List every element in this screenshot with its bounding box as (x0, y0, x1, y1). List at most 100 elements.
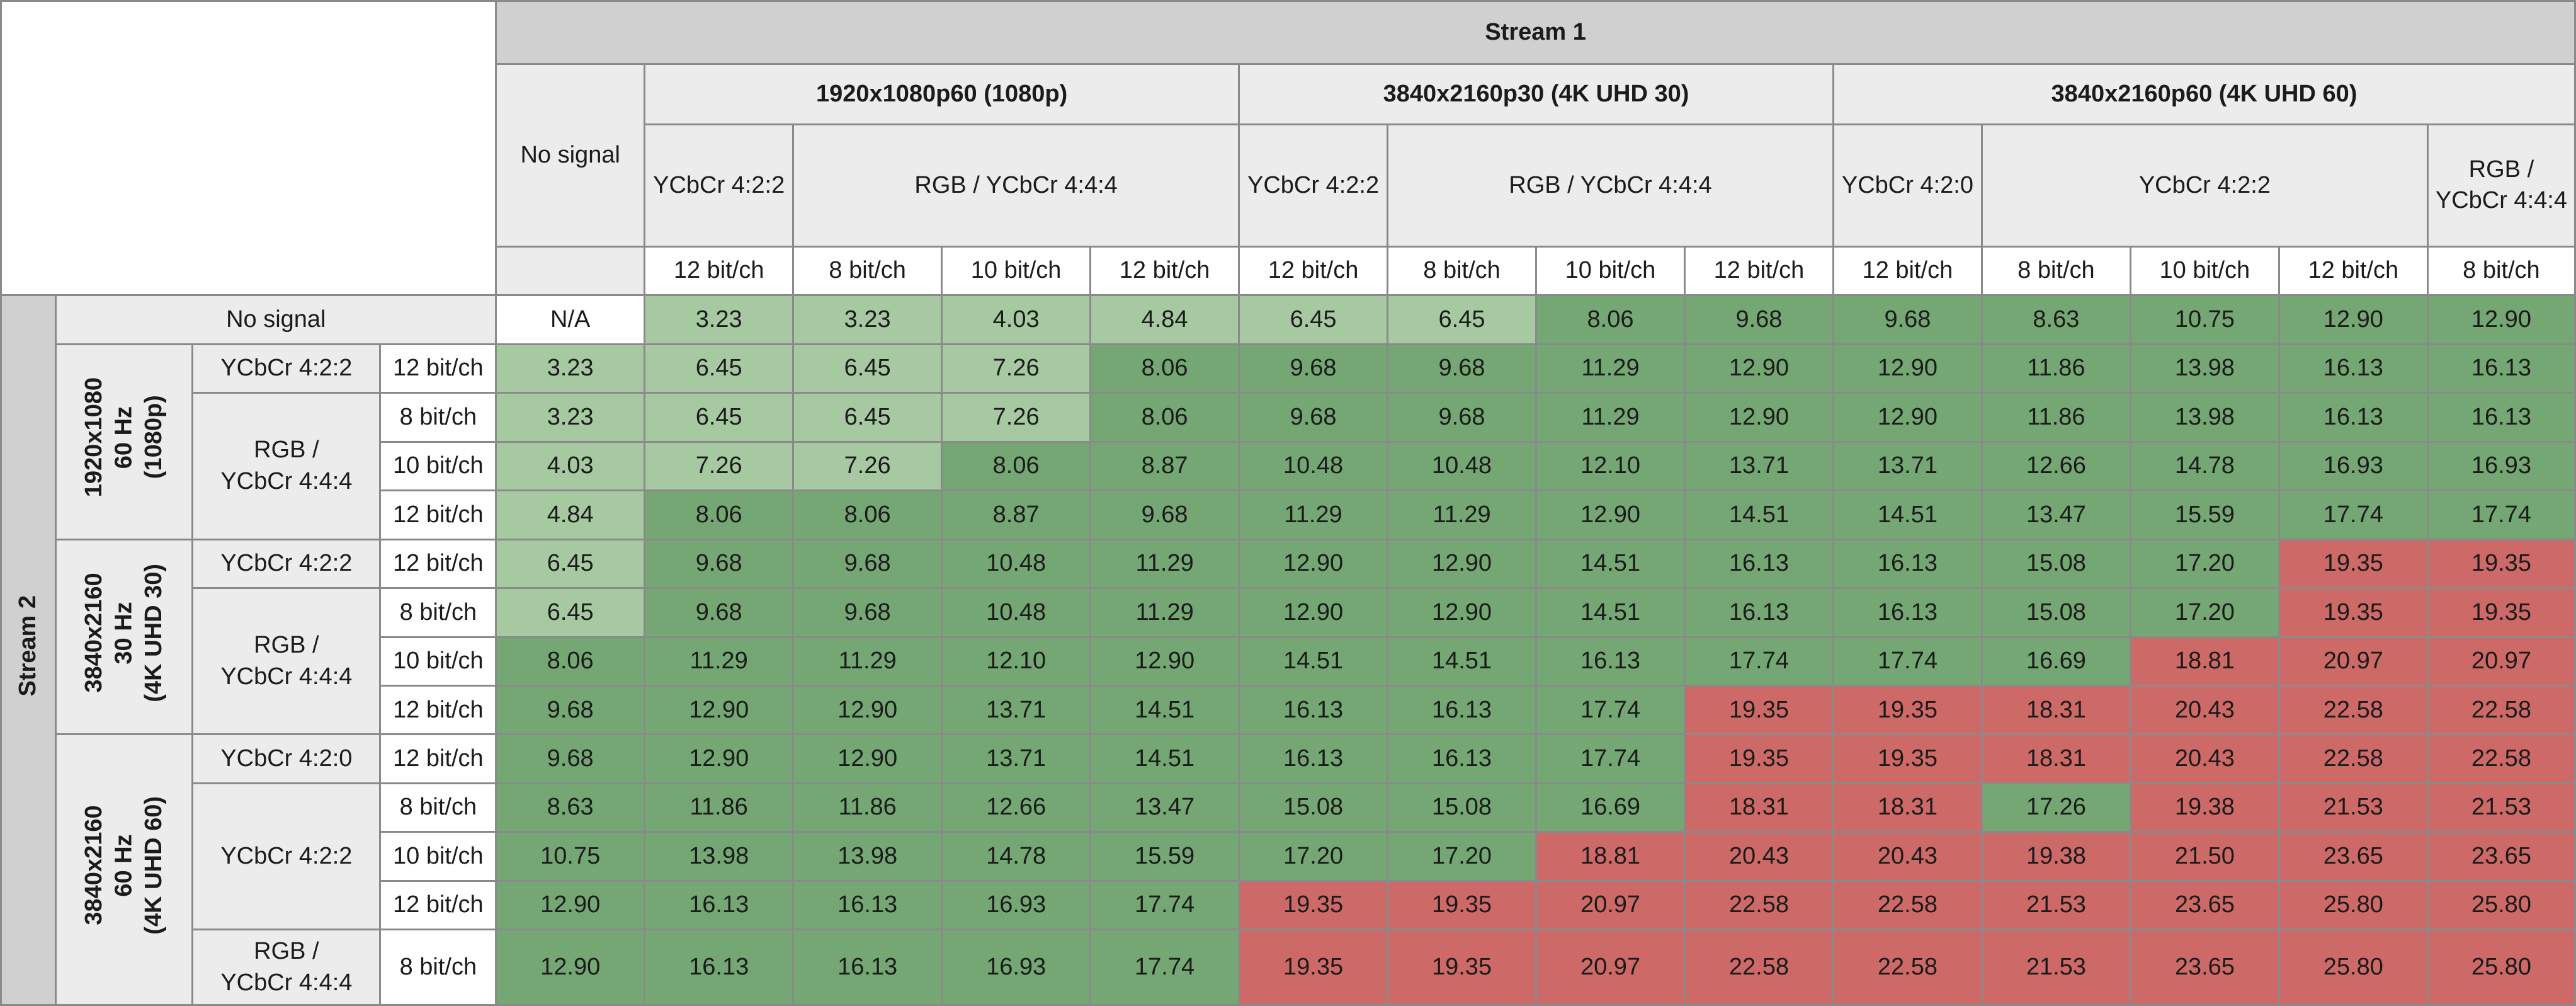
value-cell: 16.93 (2426, 440, 2576, 492)
stream2-header: Stream 2 (0, 294, 57, 1006)
value-cell: 13.71 (941, 684, 1092, 736)
value-cell: 8.63 (1980, 294, 2131, 345)
value-cell: 3.23 (495, 392, 646, 443)
value-cell: 11.29 (1089, 538, 1240, 590)
col-depth-header: 8 bit/ch (1980, 245, 2131, 297)
col-depth-header: 8 bit/ch (1387, 245, 1537, 297)
value-cell: 18.31 (1980, 684, 2131, 736)
row-depth-header: 8 bit/ch (379, 392, 497, 443)
value-cell: 16.13 (644, 879, 795, 931)
value-cell: 14.51 (1387, 636, 1537, 687)
value-cell: 9.68 (644, 587, 795, 638)
value-cell: 22.58 (1683, 879, 1834, 931)
value-cell: 20.97 (2278, 636, 2429, 687)
value-cell: 6.45 (644, 392, 795, 443)
value-cell: 15.08 (1387, 782, 1537, 833)
col-depth-header: 10 bit/ch (1535, 245, 1686, 297)
value-cell: 17.74 (1089, 929, 1240, 1006)
value-cell: 12.90 (792, 684, 943, 736)
value-cell: 17.20 (1387, 831, 1537, 882)
value-cell: 21.53 (2426, 782, 2576, 833)
value-cell: 19.35 (1683, 684, 1834, 736)
value-cell: 19.35 (2426, 587, 2576, 638)
value-cell: 13.71 (1832, 440, 1983, 492)
value-cell: 17.74 (1683, 636, 1834, 687)
value-cell: 12.90 (495, 879, 646, 931)
value-cell: 17.20 (1238, 831, 1389, 882)
value-cell: 16.13 (2278, 343, 2429, 394)
value-cell: 3.23 (495, 343, 646, 394)
col-format-header: YCbCr 4:2:2 (1238, 123, 1389, 248)
col-depth-header: 8 bit/ch (792, 245, 943, 297)
value-cell: 22.58 (1683, 929, 1834, 1006)
value-cell: 19.38 (2129, 782, 2280, 833)
value-cell: 8.06 (644, 489, 795, 540)
value-cell: 11.86 (792, 782, 943, 833)
value-cell: 12.66 (1980, 440, 2131, 492)
value-cell: 16.93 (2278, 440, 2429, 492)
value-cell: 9.68 (1238, 343, 1389, 394)
value-cell: 13.71 (941, 733, 1092, 784)
value-cell: 16.69 (1980, 636, 2131, 687)
value-cell: 9.68 (792, 538, 943, 590)
value-cell: 12.90 (1238, 587, 1389, 638)
value-cell: 16.13 (2278, 392, 2429, 443)
value-cell: 22.58 (2278, 733, 2429, 784)
value-cell: 19.35 (1832, 684, 1983, 736)
value-cell: 23.65 (2129, 929, 2280, 1006)
col-depth-header: 12 bit/ch (1683, 245, 1834, 297)
value-cell: 7.26 (941, 343, 1092, 394)
value-cell: 11.29 (1535, 392, 1686, 443)
value-cell: 16.13 (792, 879, 943, 931)
value-cell: 19.35 (2278, 538, 2429, 590)
value-cell: 17.20 (2129, 587, 2280, 638)
value-cell: 9.68 (1832, 294, 1983, 345)
value-cell: 6.45 (1238, 294, 1389, 345)
value-cell: 18.81 (2129, 636, 2280, 687)
value-cell: 4.03 (495, 440, 646, 492)
value-cell: 10.75 (2129, 294, 2280, 345)
value-cell: 19.35 (1238, 929, 1389, 1006)
value-cell: 12.90 (1535, 489, 1686, 540)
value-cell: 8.87 (941, 489, 1092, 540)
value-cell: 19.38 (1980, 831, 2131, 882)
value-cell: 16.13 (1535, 636, 1686, 687)
value-cell: 15.59 (1089, 831, 1240, 882)
value-cell: 14.51 (1683, 489, 1834, 540)
value-cell: 25.80 (2426, 879, 2576, 931)
value-cell: 12.90 (2426, 294, 2576, 345)
value-cell: 3.23 (644, 294, 795, 345)
value-cell: 16.13 (1832, 538, 1983, 590)
col-format-header: YCbCr 4:2:0 (1832, 123, 1983, 248)
value-cell: 19.35 (2278, 587, 2429, 638)
value-cell: 17.26 (1980, 782, 2131, 833)
value-cell: 12.66 (941, 782, 1092, 833)
value-cell: 12.90 (644, 684, 795, 736)
col-group-header: 3840x2160p60 (4K UHD 60) (1832, 62, 2576, 126)
value-cell: 7.26 (644, 440, 795, 492)
col-depth-header: 12 bit/ch (1832, 245, 1983, 297)
value-cell: 21.53 (1980, 929, 2131, 1006)
row-depth-header: 12 bit/ch (379, 538, 497, 590)
value-cell: 13.98 (792, 831, 943, 882)
value-cell: 12.90 (1387, 538, 1537, 590)
value-cell: 6.45 (495, 538, 646, 590)
value-cell: 9.68 (1089, 489, 1240, 540)
value-cell: 12.90 (1832, 392, 1983, 443)
value-cell: 12.90 (1832, 343, 1983, 394)
value-cell: 17.74 (2278, 489, 2429, 540)
value-cell: 12.90 (1238, 538, 1389, 590)
col-depth-header: 12 bit/ch (2278, 245, 2429, 297)
value-cell: 14.78 (941, 831, 1092, 882)
stream1-header: Stream 1 (495, 0, 2576, 65)
value-cell: 12.10 (1535, 440, 1686, 492)
value-cell: 12.10 (941, 636, 1092, 687)
col-no-signal-depth-blank (495, 245, 646, 297)
value-cell: 15.08 (1980, 538, 2131, 590)
value-cell: 10.48 (941, 538, 1092, 590)
value-cell: 21.53 (2278, 782, 2429, 833)
value-cell: 9.68 (1683, 294, 1834, 345)
value-cell: 14.51 (1832, 489, 1983, 540)
row-depth-header: 12 bit/ch (379, 733, 497, 784)
row-format-header: YCbCr 4:2:2 (191, 343, 382, 394)
